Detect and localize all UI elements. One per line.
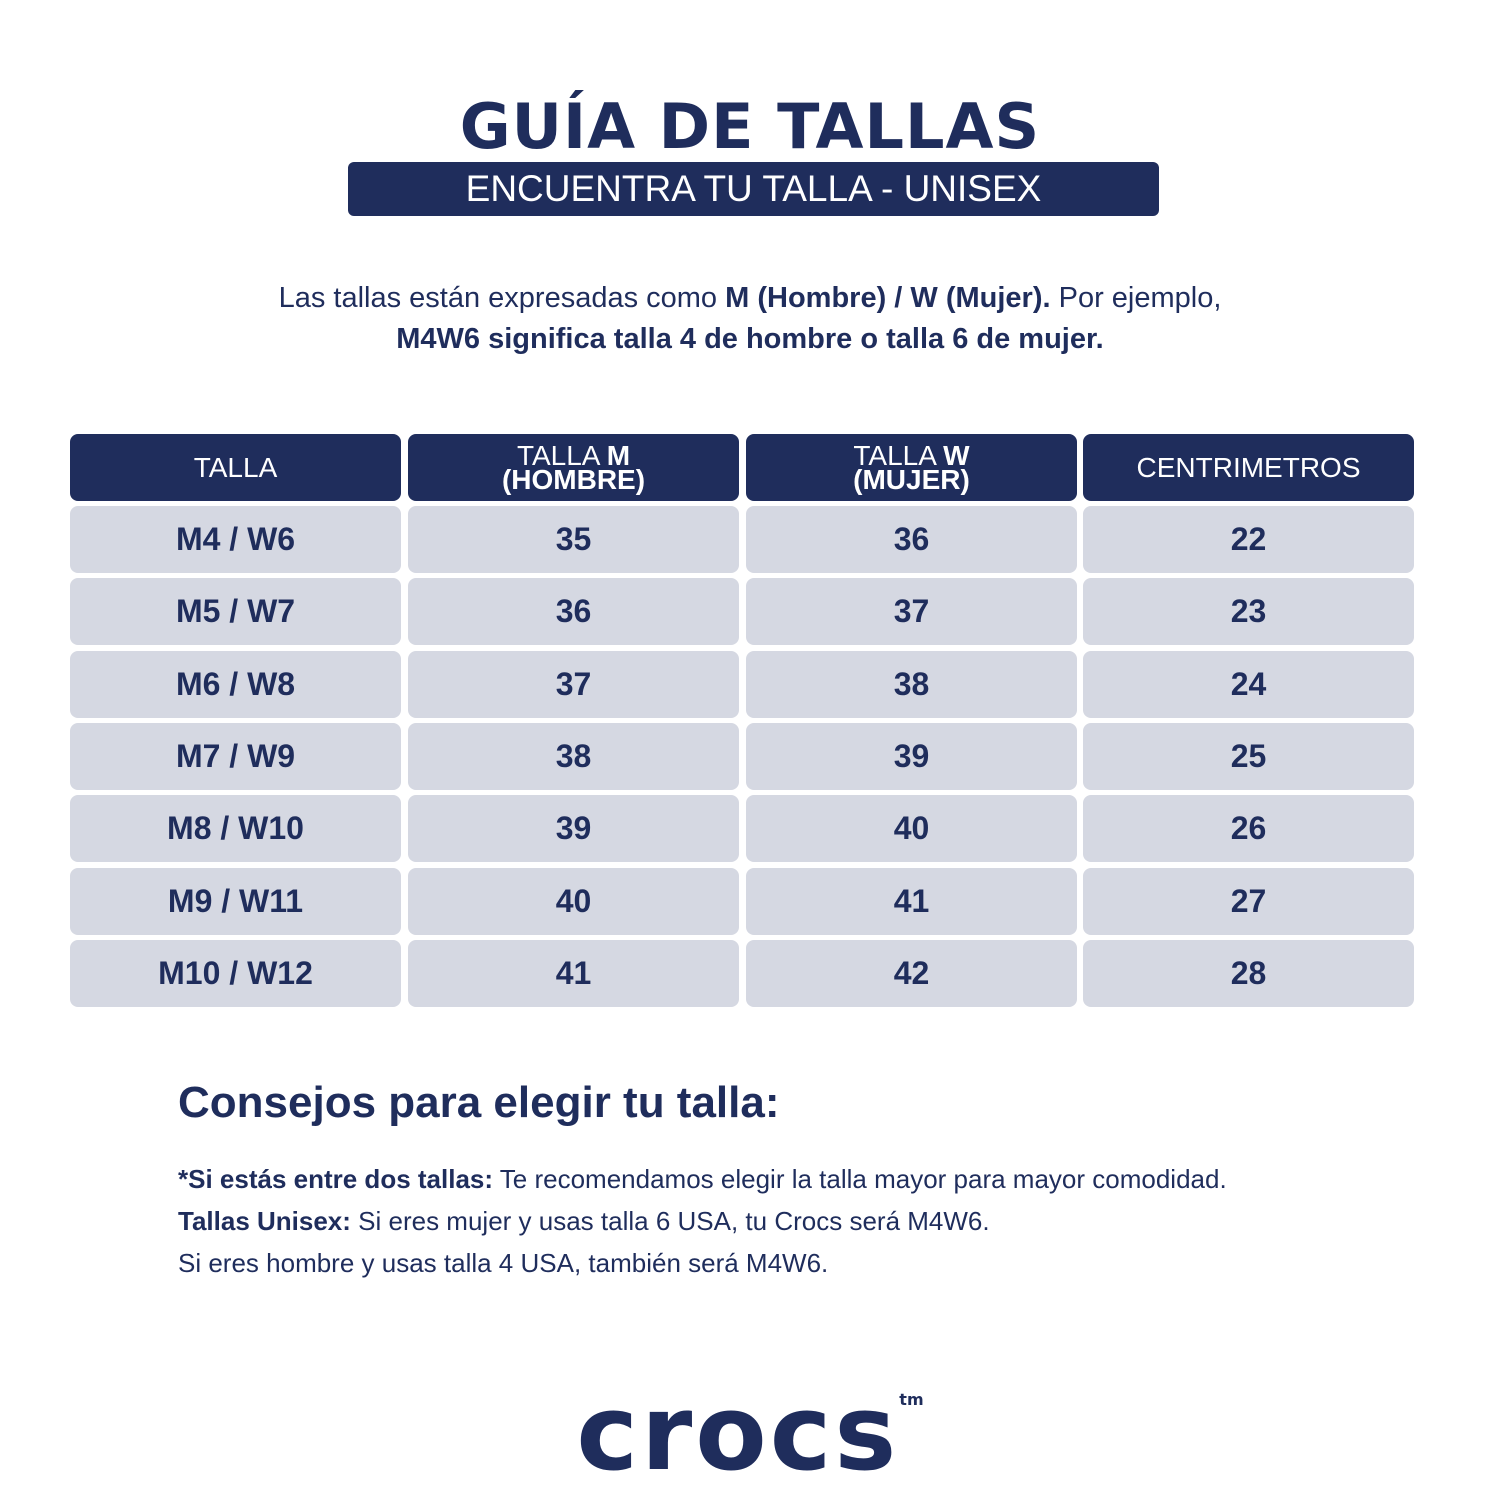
- column-header: TALLA: [70, 434, 401, 501]
- header-line-1-bold: M: [606, 439, 631, 471]
- header-label: CENTRIMETROS: [1137, 453, 1361, 481]
- intro-line-1-bold: M (Hombre) / W (Mujer).: [725, 282, 1051, 314]
- size-label-cell: M4 / W6: [70, 506, 401, 573]
- header-label: TALLA: [194, 453, 278, 481]
- header-line-1: TALLA: [516, 439, 607, 471]
- column-header: CENTRIMETROS: [1083, 434, 1414, 501]
- table-cell: 25: [1083, 723, 1414, 790]
- column-header: TALLA M (HOMBRE): [408, 434, 739, 501]
- table-cell: 37: [408, 651, 739, 718]
- intro-line-1: Las tallas están expresadas como M (Homb…: [0, 278, 1500, 319]
- intro-line-2: M4W6 significa talla 4 de hombre o talla…: [396, 323, 1104, 355]
- size-label-cell: M6 / W8: [70, 651, 401, 718]
- header-line-2: (HOMBRE): [501, 463, 646, 495]
- table-cell: 22: [1083, 506, 1414, 573]
- table-cell: 40: [408, 868, 739, 935]
- tip-3: Si eres hombre y usas talla 4 USA, tambi…: [178, 1248, 829, 1278]
- table-cell: 39: [746, 723, 1077, 790]
- header-line-1-bold: W: [943, 439, 970, 471]
- crocs-logo: crocstm: [0, 1372, 1500, 1494]
- trademark: tm: [899, 1390, 924, 1409]
- table-cell: 38: [746, 651, 1077, 718]
- table-cell: 40: [746, 795, 1077, 862]
- table-cell: 23: [1083, 578, 1414, 645]
- table-cell: 26: [1083, 795, 1414, 862]
- tips-list: *Si estás entre dos tallas: Te recomenda…: [178, 1158, 1227, 1284]
- header-label: TALLA M (HOMBRE): [501, 441, 646, 495]
- table-cell: 28: [1083, 940, 1414, 1007]
- table-cell: 36: [746, 506, 1077, 573]
- table-cell: 42: [746, 940, 1077, 1007]
- tip-2-bold: Tallas Unisex:: [178, 1206, 351, 1236]
- header-line-1: TALLA: [853, 439, 944, 471]
- subtitle-banner: ENCUENTRA TU TALLA - UNISEX: [348, 162, 1159, 216]
- table-cell: 39: [408, 795, 739, 862]
- table-cell: 27: [1083, 868, 1414, 935]
- tip-2-text: Si eres mujer y usas talla 6 USA, tu Cro…: [350, 1206, 990, 1236]
- tip-1-bold: *Si estás entre dos tallas:: [178, 1164, 494, 1194]
- subtitle-text: ENCUENTRA TU TALLA - UNISEX: [465, 168, 1042, 209]
- column-header: TALLA W (MUJER): [746, 434, 1077, 501]
- size-label-cell: M9 / W11: [70, 868, 401, 935]
- page-title: GUÍA DE TALLAS: [459, 90, 1041, 163]
- header-line-1: CENTRIMETROS: [1136, 451, 1361, 483]
- tips-title: Consejos para elegir tu talla:: [178, 1078, 780, 1127]
- table-cell: 41: [408, 940, 739, 1007]
- header-line-1: TALLA: [193, 451, 278, 483]
- intro-line-1-a: Las tallas están expresadas como: [278, 282, 726, 314]
- tip-1: *Si estás entre dos tallas: Te recomenda…: [178, 1158, 1227, 1200]
- size-label-cell: M8 / W10: [70, 795, 401, 862]
- tip-1-text: Te recomendamos elegir la talla mayor pa…: [493, 1164, 1227, 1194]
- size-label-cell: M5 / W7: [70, 578, 401, 645]
- header-label: TALLA W (MUJER): [853, 441, 970, 495]
- table-cell: 38: [408, 723, 739, 790]
- size-label-cell: M7 / W9: [70, 723, 401, 790]
- intro-line-1-c: Por ejemplo,: [1050, 282, 1222, 314]
- tip-2: Tallas Unisex: Si eres mujer y usas tall…: [178, 1200, 1227, 1242]
- logo-text: crocs: [576, 1372, 900, 1494]
- header-line-2: (MUJER): [853, 463, 970, 495]
- table-cell: 24: [1083, 651, 1414, 718]
- table-cell: 36: [408, 578, 739, 645]
- intro-text: Las tallas están expresadas como M (Homb…: [0, 278, 1500, 360]
- size-label-cell: M10 / W12: [70, 940, 401, 1007]
- table-cell: 37: [746, 578, 1077, 645]
- table-cell: 41: [746, 868, 1077, 935]
- table-cell: 35: [408, 506, 739, 573]
